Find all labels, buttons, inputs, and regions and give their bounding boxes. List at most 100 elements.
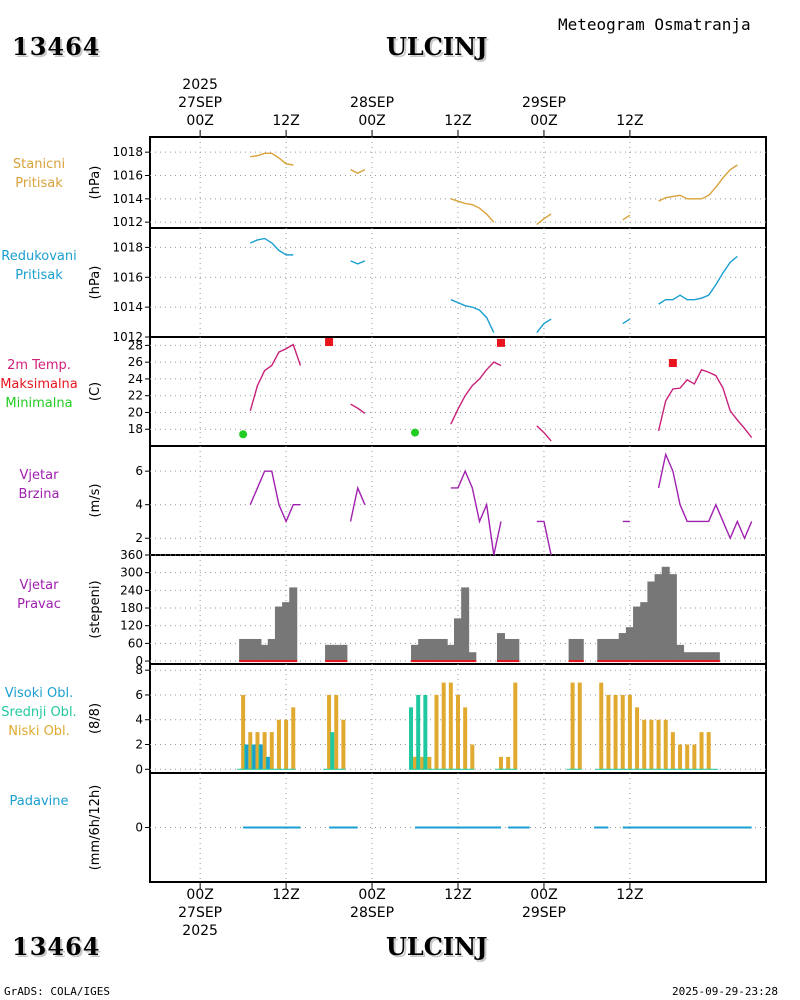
bottom-axis-label-4-line1: 00Z — [530, 887, 558, 903]
wind-speed-line-segment-2 — [450, 469, 502, 556]
ytick-label-reduced: 1014 — [112, 300, 143, 314]
footer-timestamp: 2025-09-29-23:28 — [672, 985, 778, 998]
panel-label-wind_speed-0: Vjetar — [19, 468, 59, 483]
cloud-low-bar-14 — [434, 694, 439, 770]
top-axis-label-0-line1: 2025 — [182, 77, 218, 93]
wind-dir-bar-30 — [633, 606, 642, 662]
cloud-low-bar-27 — [613, 694, 618, 770]
reduced-pressure-line-segment-3 — [536, 318, 552, 333]
ytick-label-wind_dir: 0 — [135, 654, 143, 668]
wind-dir-bar-41 — [711, 652, 720, 662]
panel-label-wind_dir-0: Vjetar — [19, 578, 59, 593]
station-pressure-line-segment-0 — [250, 152, 294, 166]
wind-dir-bar-12 — [418, 638, 427, 662]
cloud-mid-bar-13 — [423, 694, 428, 770]
wind-dir-bar-33 — [654, 574, 663, 662]
cloud-low-bar-8 — [327, 694, 332, 770]
cloud-low-bar-16 — [448, 682, 453, 770]
reduced-pressure-line-segment-5 — [658, 255, 738, 305]
wind-dir-bar-14 — [432, 638, 441, 662]
ytick-label-pressure: 1016 — [112, 169, 143, 183]
cloud-low-bar-39 — [699, 732, 704, 770]
yaxis-title-reduced: (hPa) — [88, 266, 103, 300]
wind-dir-bar-21 — [504, 638, 513, 662]
panel-label-pressure-0: Stanicni — [12, 157, 66, 172]
ytick-label-clouds: 2 — [135, 738, 143, 752]
cloud-high-bar-2 — [252, 744, 256, 770]
station-id-bottom: 13464 — [12, 932, 101, 961]
panel-label-temp-2: Minimalna — [5, 396, 73, 411]
ytick-label-precip: 0 — [135, 821, 143, 835]
panel-frame-temp — [149, 336, 767, 447]
cloud-low-bar-2 — [255, 732, 260, 770]
wind-dir-bar-36 — [676, 644, 685, 662]
ytick-label-pressure: 1014 — [112, 192, 143, 206]
yaxis-title-wind_dir: (stepeni) — [88, 580, 103, 638]
cloud-low-bar-32 — [649, 719, 654, 770]
panel-label-temp-1: Maksimalna — [0, 377, 78, 392]
cloud-low-bar-6 — [284, 719, 289, 770]
wind-dir-bar-15 — [439, 638, 448, 662]
bottom-axis-label-0-line3: 2025 — [182, 923, 218, 939]
wind-dir-bar-2 — [253, 638, 262, 662]
cloud-low-bar-22 — [513, 682, 518, 770]
panel-label-wind_speed-1: Brzina — [18, 487, 60, 502]
cloud-low-bar-20 — [498, 756, 503, 770]
bottom-axis-label-5-line1: 12Z — [616, 887, 644, 903]
cloud-low-bar-11 — [413, 756, 418, 770]
ytick-label-temp: 28 — [128, 338, 143, 352]
station-pressure-line-segment-2 — [450, 198, 495, 223]
wind-dir-bar-22 — [511, 638, 520, 662]
bottom-axis-label-4-line2: 29SEP — [521, 905, 566, 921]
wind-dir-bar-16 — [446, 644, 455, 662]
ytick-label-temp: 20 — [128, 405, 143, 419]
cloud-high-bar-3 — [259, 744, 263, 770]
ytick-label-wind_dir: 60 — [128, 636, 143, 650]
ytick-label-clouds: 6 — [135, 688, 143, 702]
cloud-mid-bar-11 — [409, 707, 414, 770]
max-temp-marker-0 — [325, 338, 334, 347]
top-axis-label-4-line3: 00Z — [530, 113, 558, 129]
ytick-label-reduced: 1018 — [112, 240, 143, 254]
top-axis-label-1-line3: 12Z — [272, 113, 300, 129]
ytick-label-wind_dir: 240 — [120, 583, 143, 597]
wind-speed-line-segment-0 — [249, 470, 301, 524]
wind-dir-bar-28 — [618, 633, 627, 662]
wind-dir-bar-24 — [575, 638, 584, 662]
wind-dir-bar-11 — [411, 644, 420, 662]
cloud-low-bar-35 — [670, 732, 675, 770]
wind-speed-line-segment-5 — [657, 452, 753, 541]
min-temp-marker-0 — [239, 430, 248, 439]
top-axis-label-0-line3: 00Z — [186, 113, 214, 129]
cloud-low-bar-17 — [456, 694, 460, 770]
ytick-label-reduced: 1016 — [112, 270, 143, 284]
wind-dir-bar-8 — [325, 644, 334, 662]
reduced-pressure-line-segment-0 — [250, 237, 294, 256]
wind-dir-bar-10 — [339, 644, 348, 662]
wind-dir-bar-17 — [454, 618, 462, 662]
ytick-label-wind_dir: 180 — [120, 601, 143, 615]
wind-dir-bar-0 — [239, 638, 248, 662]
top-axis-label-0-line2: 27SEP — [178, 95, 223, 111]
ytick-label-clouds: 4 — [135, 713, 143, 727]
cloud-low-bar-26 — [606, 694, 611, 770]
reduced-pressure-line-segment-4 — [622, 318, 631, 325]
wind-dir-bar-37 — [683, 652, 692, 662]
city-title: ULCINJ — [386, 32, 488, 61]
cloud-low-bar-4 — [269, 732, 274, 770]
cloud-low-bar-28 — [620, 694, 625, 770]
ytick-label-wind_speed: 2 — [135, 531, 143, 545]
cloud-mid-bar-12 — [416, 694, 421, 770]
chart-title: Meteogram Osmatranja — [558, 15, 751, 34]
ytick-label-temp: 22 — [128, 389, 143, 403]
station-id: 13464 — [12, 32, 101, 61]
panel-frame-reduced — [149, 227, 767, 338]
wind-dir-bar-26 — [604, 638, 613, 662]
cloud-high-bar-1 — [245, 744, 249, 770]
wind-dir-bar-3 — [260, 644, 269, 662]
yaxis-title-wind_speed: (m/s) — [88, 484, 103, 518]
wind-dir-bar-7 — [289, 587, 298, 662]
ytick-label-wind_dir: 300 — [120, 566, 143, 580]
ytick-label-pressure: 1012 — [112, 215, 143, 229]
reduced-pressure-line-segment-2 — [450, 299, 495, 333]
